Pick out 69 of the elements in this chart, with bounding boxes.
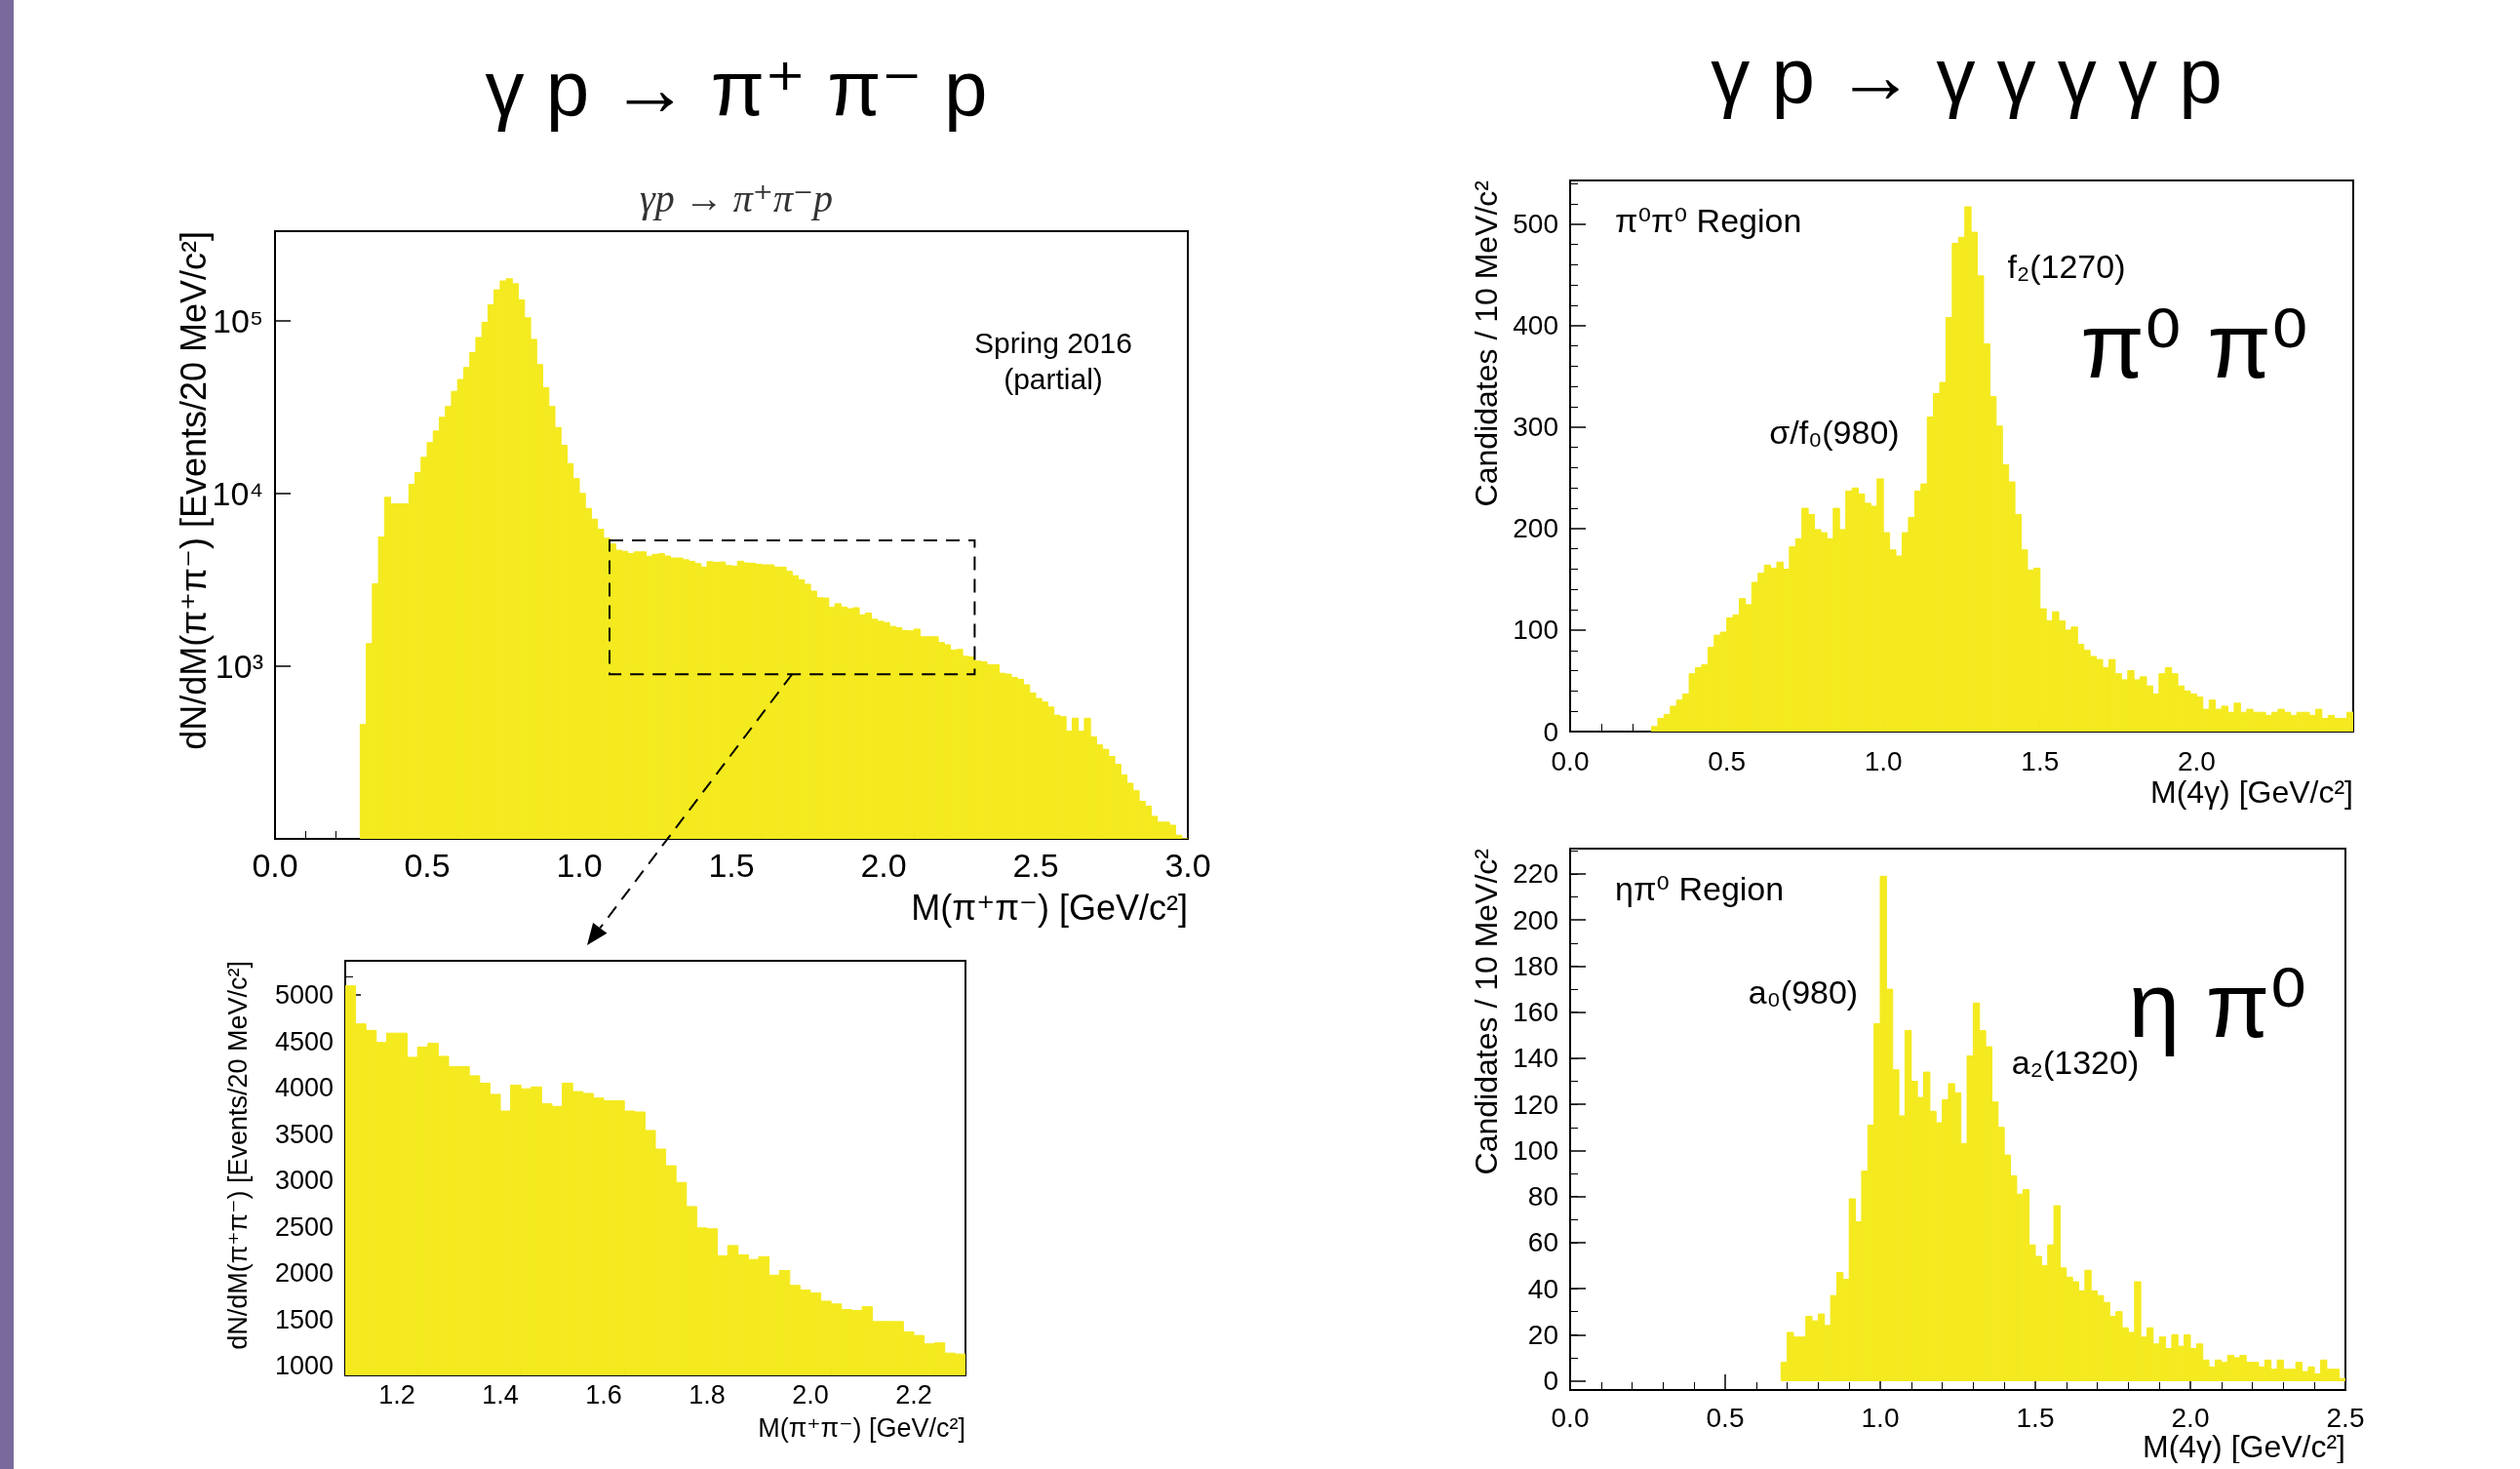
y-tick-label: 140 [1513,1043,1558,1074]
x-tick-label: 1.2 [378,1379,415,1409]
y-tick-label: 120 [1513,1089,1558,1120]
y-axis-title: dN/dM(π⁺π⁻) [Events/20 MeV/c²] [173,231,214,750]
annotation: π⁰ π⁰ [2080,294,2308,397]
y-tick-label: 200 [1513,904,1558,935]
y-axis-title: Candidates / 10 MeV/c² [1469,179,1504,507]
x-tick-label: 2.0 [860,847,907,884]
y-axis-title: dN/dM(π⁺π⁻) [Events/20 MeV/c²] [223,961,253,1350]
y-tick-label: 40 [1527,1273,1558,1304]
y-tick-label: 0 [1543,1366,1558,1397]
x-tick-label: 1.6 [585,1379,622,1409]
y-tick-label: 3000 [274,1166,334,1196]
y-tick-label: 100 [1513,1134,1558,1166]
y-tick-label: 4000 [274,1073,334,1103]
y-tick-label: 3500 [274,1119,334,1149]
x-tick-label: 0.0 [252,847,298,884]
y-tick-label: 160 [1513,997,1558,1028]
y-tick-label: 10³ [215,647,263,685]
y-tick-label: 10⁴ [212,474,263,512]
y-tick-label: 500 [1513,209,1558,240]
annotation: π⁰π⁰ Region [1615,202,1802,239]
x-tick-label: 1.0 [556,847,603,884]
x-tick-label: 1.8 [689,1379,726,1409]
annotation: f₂(1270) [2007,248,2126,285]
y-tick-label: 4500 [274,1026,334,1056]
x-axis-title: M(4γ) [GeV/c²] [2149,774,2353,810]
y-tick-label: 5000 [274,980,334,1011]
y-tick-label: 80 [1527,1181,1558,1212]
y-tick-label: 20 [1527,1319,1558,1350]
y-tick-label: 1000 [274,1351,334,1381]
x-tick-label: 0.0 [1551,1402,1590,1433]
x-tick-label: 3.0 [1164,847,1211,884]
annotation: Spring 2016 (partial) [974,326,1132,396]
x-tick-label: 2.2 [895,1379,932,1409]
x-tick-label: 0.5 [404,847,451,884]
y-tick-label: 10⁵ [213,301,263,339]
y-tick-label: 220 [1513,858,1558,890]
x-tick-label: 1.4 [482,1379,519,1409]
annotation: a₀(980) [1748,973,1859,1011]
x-axis-title: M(π⁺π⁻) [GeV/c²] [758,1412,965,1443]
x-tick-label: 1.5 [708,847,755,884]
y-tick-label: 180 [1513,950,1558,981]
annotation: σ/f₀(980) [1769,414,1900,451]
x-tick-label: 2.5 [1012,847,1059,884]
y-tick-label: 60 [1527,1227,1558,1258]
x-axis-title: M(π⁺π⁻) [GeV/c²] [911,887,1188,928]
chart-title: γ p → π⁺ π⁻ p [485,44,988,132]
y-tick-label: 2000 [274,1258,334,1289]
x-tick-label: 1.5 [2016,1402,2055,1433]
y-tick-label: 400 [1513,310,1558,341]
chart-title: γ p → γ γ γ γ p [1711,31,2223,119]
chart-subtitle: γp → π⁺π⁻p [639,176,834,220]
x-tick-label: 0.5 [1706,1402,1745,1433]
x-tick-label: 0.0 [1551,745,1590,776]
y-tick-label: 2500 [274,1211,334,1242]
y-axis-title: Candidates / 10 MeV/c² [1469,848,1504,1175]
x-tick-label: 2.0 [792,1379,829,1409]
x-tick-label: 2.0 [2177,745,2216,776]
x-tick-label: 0.5 [1708,745,1747,776]
annotation: ηπ⁰ Region [1615,870,1785,907]
y-tick-label: 100 [1513,615,1558,646]
y-tick-label: 0 [1543,716,1558,747]
x-tick-label: 1.5 [2021,745,2060,776]
y-tick-label: 300 [1513,412,1558,443]
x-tick-label: 1.0 [1861,1402,1900,1433]
y-tick-label: 200 [1513,513,1558,544]
x-tick-label: 1.0 [1864,745,1903,776]
y-tick-label: 1500 [274,1304,334,1334]
